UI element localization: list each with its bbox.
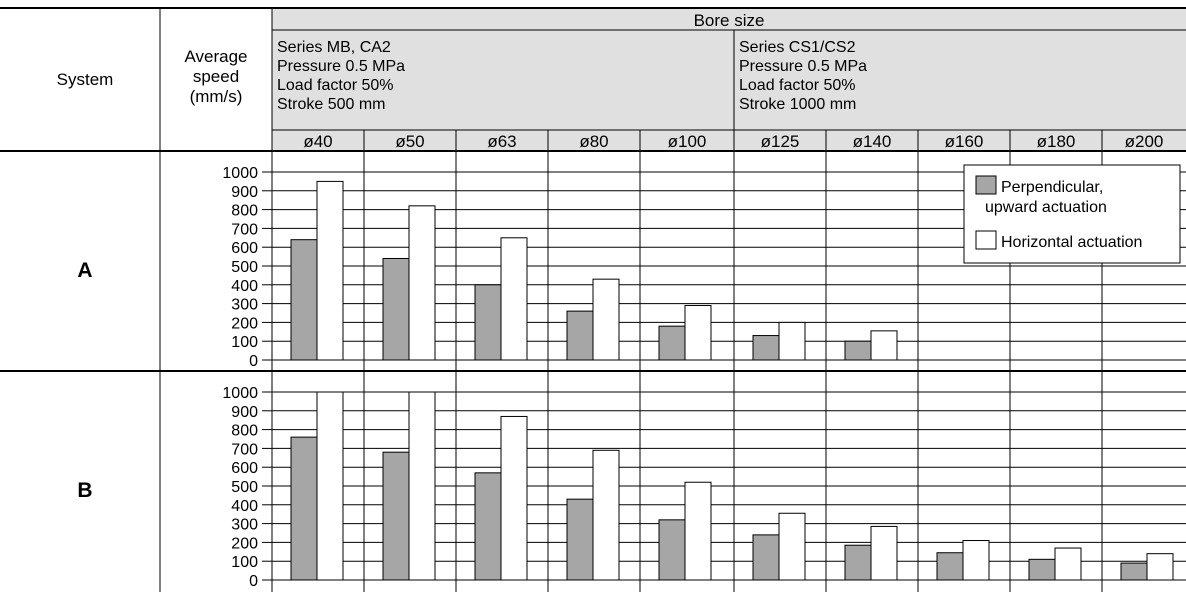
bar-A-horizontal-5 [778,321,806,361]
bar-B-perpendicular-8 [1028,558,1056,581]
ytick-B-0: 0 [249,573,258,590]
bar-layer [290,180,1174,581]
legend-swatch-horizontal [975,230,997,250]
series-group1-bg [272,30,734,130]
avg-speed-line2: speed [193,67,239,86]
bore-label-1: ø50 [395,132,424,151]
system-label-B: B [77,479,92,502]
bar-A-perpendicular-3 [566,310,594,361]
ytick-B-700: 700 [231,441,258,458]
bore-label-6: ø140 [853,132,892,151]
bore-label-2: ø63 [487,132,516,151]
bore-row-bg [272,130,1186,151]
bar-A-perpendicular-1 [382,257,410,361]
bar-B-perpendicular-9 [1120,562,1148,581]
ytick-A-700: 700 [231,221,258,238]
ytick-B-400: 400 [231,498,258,515]
bar-B-perpendicular-5 [752,534,780,581]
table-borders [0,7,1186,592]
bore-label-9: ø200 [1125,132,1164,151]
series-group1-line1: Series MB, CA2 [277,39,391,56]
series-group1-line2: Pressure 0.5 MPa [277,58,405,75]
bar-A-perpendicular-5 [752,335,780,361]
avg-speed-line3: (mm/s) [190,87,243,106]
bar-B-perpendicular-4 [658,519,686,581]
bore-label-0: ø40 [303,132,332,151]
bar-B-horizontal-2 [500,415,528,581]
bar-B-horizontal-6 [870,525,898,581]
ytick-B-300: 300 [231,517,258,534]
series-group1-line3: Load factor 50% [277,77,394,94]
bore-size-header-bg [272,8,1186,30]
bar-B-horizontal-4 [684,481,712,581]
bar-A-horizontal-3 [592,278,620,361]
ytick-A-500: 500 [231,259,258,276]
bar-B-perpendicular-7 [936,552,964,581]
ytick-B-1000: 1000 [222,385,258,402]
bore-label-8: ø180 [1037,132,1076,151]
ytick-A-400: 400 [231,278,258,295]
series-group2-line1: Series CS1/CS2 [739,39,856,56]
bar-B-horizontal-8 [1054,547,1082,581]
ytick-B-100: 100 [231,554,258,571]
bar-A-perpendicular-4 [658,325,686,361]
bore-label-5: ø125 [761,132,800,151]
label-layer: ø40 ø50 ø63 ø80 ø100 ø125 ø140 ø160 ø180 ø200 0 100… [77,132,1163,590]
bore-label-3: ø80 [579,132,608,151]
bar-B-perpendicular-6 [844,544,872,581]
bar-B-perpendicular-0 [290,436,318,581]
ytick-A-800: 800 [231,203,258,220]
legend-box [963,164,1181,264]
bar-A-perpendicular-2 [474,284,502,361]
bar-A-perpendicular-6 [844,340,872,361]
legend-swatch-perpendicular [975,175,997,195]
ytick-B-900: 900 [231,404,258,421]
bar-B-perpendicular-1 [382,451,410,581]
ytick-B-200: 200 [231,535,258,552]
series-group1-line4: Stroke 500 mm [277,96,385,113]
bore-label-4: ø100 [668,132,707,151]
ytick-A-100: 100 [231,334,258,351]
series-group2-bg [734,30,1186,130]
ytick-A-600: 600 [231,240,258,257]
ytick-B-800: 800 [231,423,258,440]
bar-B-perpendicular-2 [474,472,502,581]
ytick-A-1000: 1000 [222,165,258,182]
bar-A-perpendicular-0 [290,239,318,361]
series-group2-line3: Load factor 50% [739,77,856,94]
ytick-A-300: 300 [231,297,258,314]
avg-speed-line1: Average [184,47,247,66]
bar-A-horizontal-4 [684,304,712,361]
bar-A-horizontal-1 [408,205,436,361]
bar-B-horizontal-1 [408,391,436,581]
series-group2-line4: Stroke 1000 mm [739,96,856,113]
bar-B-horizontal-3 [592,449,620,581]
bar-A-horizontal-6 [870,330,898,361]
bar-B-horizontal-9 [1146,553,1174,581]
bar-B-perpendicular-3 [566,498,594,581]
series-group2-line2: Pressure 0.5 MPa [739,58,867,75]
bar-B-horizontal-5 [778,512,806,581]
legend-label-perpendicular-2: upward actuation [985,199,1107,216]
ytick-A-900: 900 [231,184,258,201]
ytick-A-0: 0 [249,353,258,370]
ytick-B-600: 600 [231,460,258,477]
bar-B-horizontal-7 [962,540,990,581]
system-label-A: A [77,259,92,282]
bar-A-horizontal-0 [316,180,344,361]
legend-label-horizontal: Horizontal actuation [1001,234,1142,251]
legend: Perpendicular, upward actuation Horizont… [963,164,1181,264]
ytick-A-200: 200 [231,315,258,332]
bar-B-horizontal-0 [316,391,344,581]
system-header: System [57,70,114,89]
legend-label-perpendicular-1: Perpendicular, [1001,179,1103,196]
bar-A-horizontal-2 [500,237,528,361]
bore-label-7: ø160 [945,132,984,151]
ytick-B-500: 500 [231,479,258,496]
bore-size-header: Bore size [694,11,765,30]
